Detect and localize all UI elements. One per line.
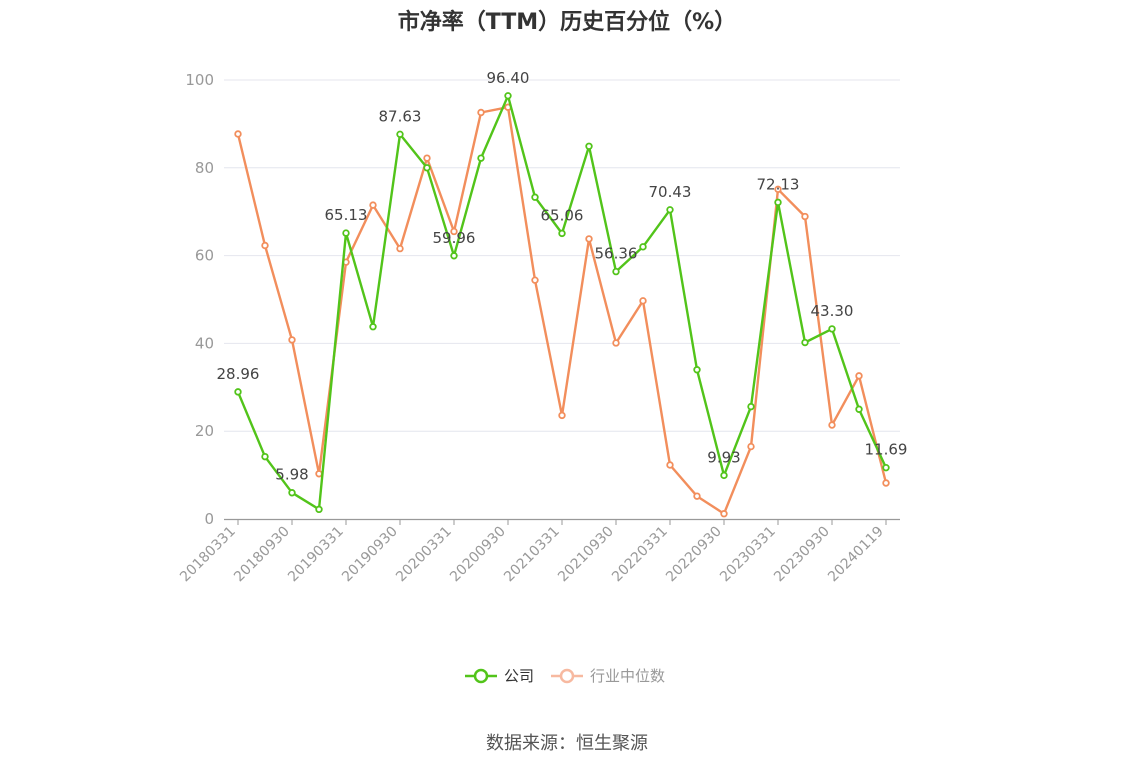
data-point <box>639 297 647 305</box>
data-point <box>531 193 539 201</box>
data-label: 87.63 <box>379 107 422 125</box>
data-point <box>504 92 512 100</box>
data-point <box>666 461 674 469</box>
data-point <box>585 235 593 243</box>
data-point <box>666 206 674 214</box>
data-point <box>720 510 728 518</box>
x-axis: 2018033120180930201903312019093020200331… <box>177 518 900 586</box>
data-point <box>693 492 701 500</box>
data-point <box>585 142 593 150</box>
data-point <box>396 244 404 253</box>
data-point <box>288 336 296 344</box>
data-point <box>450 252 458 260</box>
data-labels: 28.96 5.98 65.13 87.63 59.96 96.40 65.06 56.36 7… <box>217 69 908 484</box>
data-point <box>693 366 701 374</box>
source-note: 数据来源：恒生聚源 <box>486 733 648 754</box>
data-label: 9.93 <box>707 448 740 466</box>
x-tick-label: 20200930 <box>447 524 509 586</box>
data-label: 65.06 <box>541 206 584 224</box>
y-tick-label: 0 <box>204 510 214 528</box>
data-point <box>261 241 269 250</box>
legend-marker <box>473 668 489 684</box>
grid-lines <box>224 79 900 432</box>
data-point <box>477 154 485 162</box>
data-point <box>828 325 836 333</box>
data-point <box>234 388 242 396</box>
data-label: 72.13 <box>757 175 800 193</box>
data-point <box>801 338 809 347</box>
data-point <box>801 212 809 221</box>
data-point <box>774 185 782 194</box>
x-tick-label: 20210930 <box>555 524 617 586</box>
x-tick-label: 20220331 <box>609 524 671 586</box>
x-tick-label: 20210331 <box>501 524 563 586</box>
chart-title: 市净率（TTM）历史百分位（%） <box>397 10 737 35</box>
data-point <box>531 276 539 284</box>
x-tick-label: 20230930 <box>771 524 833 586</box>
data-point <box>774 198 782 207</box>
x-tick-label: 20200331 <box>393 524 455 586</box>
data-point <box>855 372 863 380</box>
data-point <box>612 339 620 347</box>
data-point <box>423 164 431 172</box>
data-point <box>315 470 323 478</box>
legend: 公司 行业中位数 <box>465 667 665 685</box>
data-point <box>450 227 458 236</box>
data-point <box>288 489 296 497</box>
data-point <box>558 229 566 238</box>
y-tick-label: 20 <box>195 422 214 440</box>
x-tick-label: 20220930 <box>663 524 725 586</box>
data-point <box>882 463 890 472</box>
y-tick-label: 80 <box>195 159 214 177</box>
data-point <box>369 323 377 331</box>
x-tick-label: 20180930 <box>231 524 293 586</box>
data-label: 28.96 <box>217 365 260 383</box>
y-tick-label: 100 <box>185 71 214 89</box>
data-point <box>720 471 728 480</box>
x-tick-label: 20240119 <box>825 524 887 586</box>
legend-label: 公司 <box>504 667 534 685</box>
data-label: 96.40 <box>487 69 530 87</box>
data-point <box>747 402 755 411</box>
legend-item-1[interactable]: 行业中位数 <box>551 667 665 685</box>
series-line-0 <box>236 94 888 511</box>
data-point <box>477 108 485 117</box>
data-point <box>342 229 350 237</box>
data-point <box>639 243 647 251</box>
series-area <box>234 92 890 518</box>
data-label: 56.36 <box>595 245 638 263</box>
legend-item-0[interactable]: 公司 <box>465 667 534 685</box>
data-point <box>612 267 620 276</box>
data-point <box>234 130 242 138</box>
x-tick-label: 20230331 <box>717 524 779 586</box>
data-point <box>423 154 431 162</box>
y-tick-label: 60 <box>195 247 214 265</box>
data-label: 59.96 <box>433 229 476 247</box>
data-label: 43.30 <box>811 302 854 320</box>
data-label: 11.69 <box>865 441 908 459</box>
data-point <box>261 452 269 461</box>
data-point <box>747 442 755 451</box>
data-point <box>882 479 890 487</box>
data-label: 70.43 <box>649 183 692 201</box>
data-label: 65.13 <box>325 206 368 224</box>
legend-label: 行业中位数 <box>590 667 665 685</box>
legend-marker <box>559 668 575 684</box>
y-tick-label: 40 <box>195 334 214 352</box>
data-point <box>558 411 566 420</box>
data-point <box>369 201 377 209</box>
data-label: 5.98 <box>275 466 308 484</box>
x-tick-label: 20190331 <box>285 524 347 586</box>
y-axis: 0 20 40 60 80 100 <box>185 71 214 528</box>
x-tick-label: 20190930 <box>339 524 401 586</box>
x-tick-label: 20180331 <box>177 524 239 586</box>
data-point <box>855 405 863 413</box>
data-point <box>315 505 323 514</box>
data-point <box>396 130 404 139</box>
data-point <box>828 421 836 429</box>
